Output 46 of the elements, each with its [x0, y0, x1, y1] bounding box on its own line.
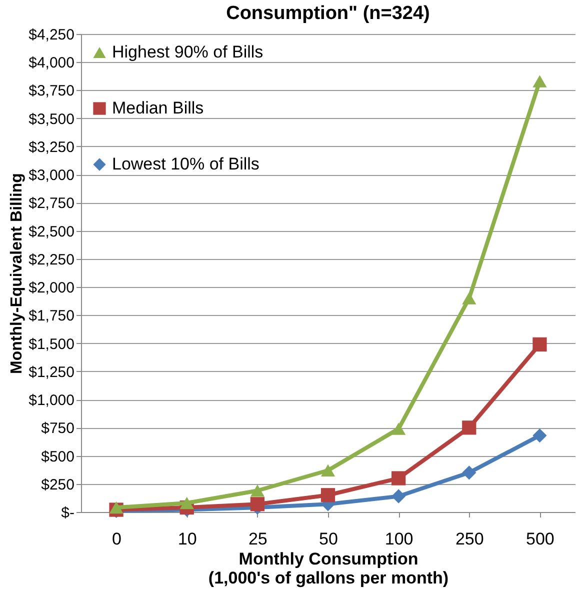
x-tick-label: 0: [112, 530, 122, 548]
y-tick-label: $500: [41, 448, 74, 466]
y-tick-label: $-: [61, 504, 74, 522]
point: [392, 489, 406, 504]
y-tick-label: $2,250: [28, 251, 74, 268]
y-tick-label: $750: [41, 420, 74, 438]
y-tick-label: $250: [41, 476, 74, 494]
point: [462, 466, 476, 480]
point: [320, 488, 336, 502]
x-tick-label: 50: [319, 530, 338, 548]
y-tick-label: $3,750: [28, 82, 74, 100]
y-tick-label: $1,000: [28, 392, 74, 410]
point: [180, 496, 194, 510]
x-tick-label: 100: [384, 530, 414, 548]
y-tick-label: $4,000: [28, 54, 74, 72]
point: [250, 497, 264, 512]
point: [109, 501, 124, 514]
y-tick-label: $2,500: [28, 223, 74, 240]
y-axis-title: Monthly-Equivalent Billing: [8, 173, 26, 374]
y-tick-label: $1,500: [28, 336, 74, 353]
y-tick-label: $1,250: [28, 364, 74, 381]
x-axis-title: Monthly Consumption (1,000's of gallons per month): [208, 550, 449, 588]
point: [320, 464, 336, 477]
x-tick-label: 250: [455, 530, 484, 548]
point: [462, 420, 476, 435]
y-tick-label: $3,500: [28, 110, 74, 128]
y-tick-label: $2,750: [28, 195, 74, 212]
legend-label: Median Bills: [112, 98, 204, 118]
point: [532, 337, 547, 352]
point: [462, 292, 476, 304]
point: [392, 471, 406, 486]
legend-label: Lowest 10% of Bills: [112, 154, 260, 174]
legend-label: Highest 90% of Bills: [112, 42, 264, 62]
point: [532, 428, 547, 443]
x-tick-label: 25: [248, 530, 268, 548]
x-tick-label: 500: [526, 530, 554, 548]
x-tick-label: 10: [178, 530, 197, 548]
y-tick-label: $1,750: [28, 308, 74, 325]
point: [392, 422, 406, 435]
chart-title: Consumption" (n=324): [226, 3, 430, 24]
y-tick-label: $3,000: [28, 167, 74, 184]
y-tick-label: $3,250: [28, 138, 74, 156]
y-tick-label: $2,000: [28, 280, 74, 297]
point: [532, 75, 547, 88]
y-tick-label: $4,250: [28, 26, 74, 44]
point: [250, 484, 264, 497]
